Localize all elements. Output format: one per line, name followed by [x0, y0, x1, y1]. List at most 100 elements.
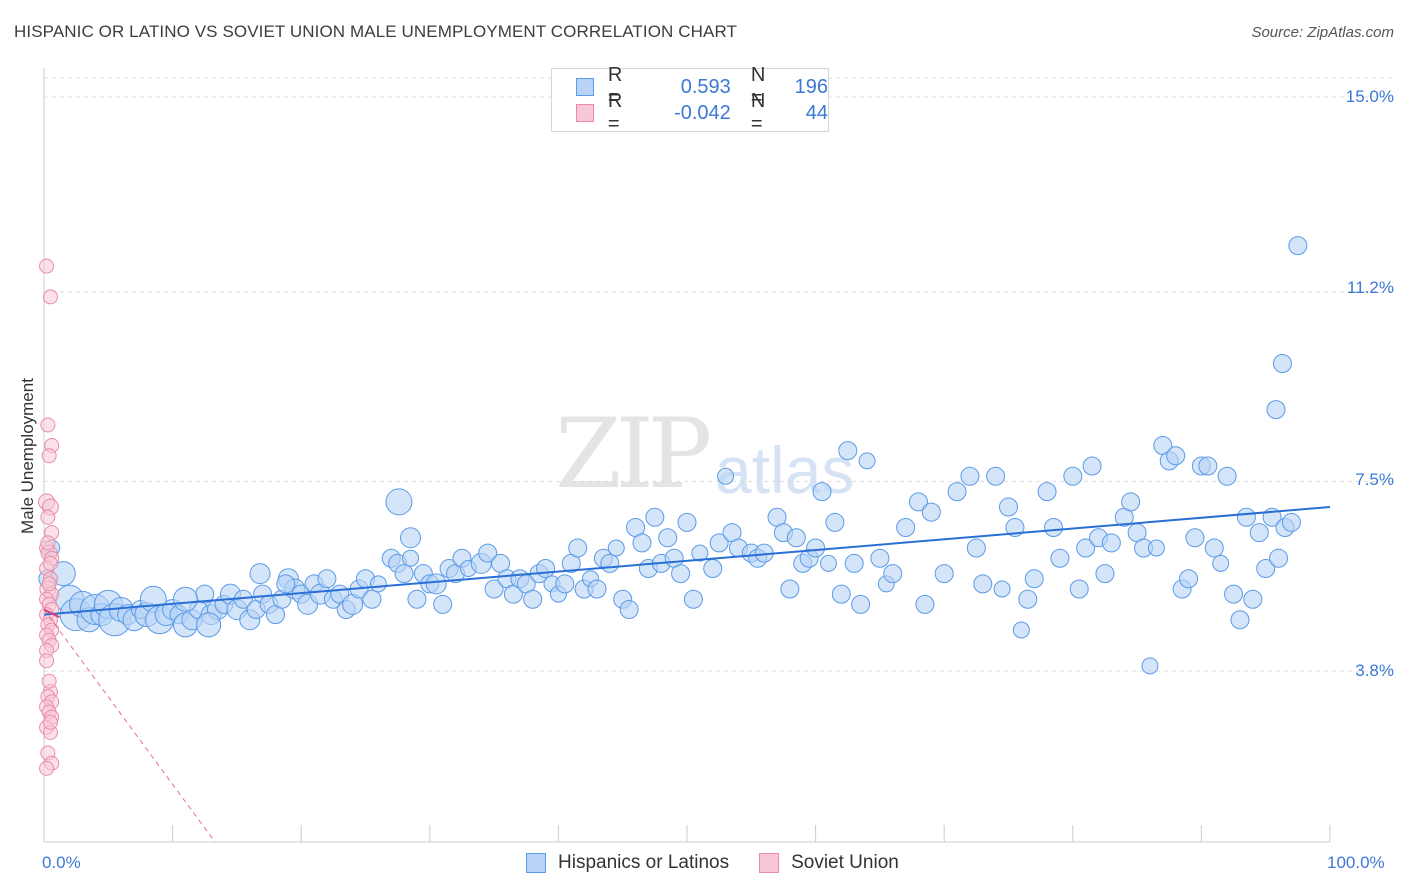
legend-row-hispanic: R = 0.593 N = 196: [576, 64, 828, 109]
y-tick-label: 7.5%: [1355, 470, 1394, 489]
data-point-hispanic: [658, 528, 678, 548]
data-point-hispanic: [838, 441, 858, 461]
data-point-hispanic: [1266, 400, 1286, 420]
data-point-hispanic: [196, 612, 222, 638]
data-point-hispanic: [1256, 559, 1276, 578]
data-point-hispanic: [1269, 548, 1289, 568]
data-point-hispanic: [484, 579, 504, 599]
data-point-soviet: [42, 289, 58, 305]
data-point-hispanic: [921, 502, 941, 522]
data-point-soviet: [41, 673, 57, 689]
data-point-hispanic: [1249, 523, 1269, 543]
trend-line-hispanic: [43, 506, 1331, 616]
data-point-hispanic: [1147, 539, 1165, 557]
legend-n-value: 196: [794, 75, 828, 98]
chart-title: HISPANIC OR LATINO VS SOVIET UNION MALE …: [14, 22, 738, 41]
data-point-hispanic: [400, 527, 422, 549]
data-point-soviet: [39, 258, 55, 274]
data-point-hispanic: [806, 538, 826, 558]
data-point-hispanic: [536, 559, 556, 578]
data-point-hispanic: [1095, 564, 1115, 584]
data-point-hispanic: [369, 575, 387, 593]
data-point-hispanic: [619, 600, 639, 619]
data-point-hispanic: [915, 594, 935, 614]
data-point-hispanic: [1076, 538, 1096, 558]
legend-swatch-pink: [759, 853, 780, 873]
data-point-hispanic: [1204, 538, 1224, 558]
legend-item-hispanic: Hispanics or Latinos: [526, 852, 729, 874]
data-point-hispanic: [1212, 554, 1230, 572]
data-point-hispanic: [908, 492, 928, 512]
data-point-hispanic: [786, 528, 806, 548]
data-point-hispanic: [645, 507, 665, 527]
source-label: Source: ZipAtlas.com: [1251, 24, 1394, 41]
data-point-soviet: [40, 535, 56, 551]
data-point-hispanic: [433, 594, 453, 614]
data-point-hispanic: [1217, 466, 1237, 486]
data-point-hispanic: [1236, 507, 1256, 527]
data-point-soviet: [41, 576, 57, 592]
data-point-hispanic: [683, 589, 703, 609]
data-point-hispanic: [600, 553, 620, 573]
data-point-hispanic: [1141, 657, 1159, 675]
y-tick-label: 15.0%: [1345, 87, 1394, 106]
data-point-hispanic: [691, 544, 709, 562]
legend-swatch-pink: [576, 104, 594, 122]
legend-r-label: R =: [607, 64, 623, 109]
data-point-hispanic: [276, 574, 296, 594]
data-point-soviet: [40, 417, 56, 433]
data-point-hispanic: [568, 538, 588, 558]
legend-swatch-blue: [526, 853, 546, 873]
data-point-hispanic: [671, 564, 691, 584]
data-point-hispanic: [851, 594, 871, 614]
data-point-hispanic: [858, 452, 876, 470]
data-point-hispanic: [993, 580, 1011, 598]
data-point-hispanic: [362, 589, 382, 609]
data-point-hispanic: [394, 564, 414, 584]
data-point-hispanic: [1082, 456, 1102, 476]
legend-n-label: N =: [750, 64, 766, 109]
data-point-hispanic: [1037, 482, 1057, 502]
legend-row-soviet: R = -0.042 N = 44: [576, 90, 828, 135]
y-tick-label: 11.2%: [1347, 278, 1394, 297]
data-point-hispanic: [844, 553, 864, 573]
legend-label: Soviet Union: [791, 852, 899, 873]
data-point-hispanic: [402, 549, 420, 567]
series-legend: Hispanics or Latinos Soviet Union: [526, 852, 929, 874]
data-point-hispanic: [1243, 589, 1263, 609]
data-point-hispanic: [1121, 492, 1141, 512]
data-point-hispanic: [831, 584, 851, 604]
legend-n-value: 44: [805, 101, 828, 124]
data-point-hispanic: [1230, 610, 1250, 630]
data-point-hispanic: [1050, 548, 1070, 568]
data-point-hispanic: [812, 482, 832, 502]
data-point-hispanic: [1288, 236, 1308, 256]
legend-r-value: 0.593: [680, 75, 731, 98]
y-tick-label: 3.8%: [1355, 661, 1394, 680]
data-point-hispanic: [555, 574, 575, 594]
data-point-hispanic: [960, 466, 980, 486]
data-point-hispanic: [819, 554, 837, 572]
legend-label: Hispanics or Latinos: [558, 852, 730, 873]
data-point-hispanic: [407, 589, 427, 609]
data-point-hispanic: [587, 579, 607, 599]
data-point-hispanic: [947, 482, 967, 502]
data-point-hispanic: [607, 539, 625, 557]
data-point-hispanic: [523, 589, 543, 609]
data-point-soviet: [39, 653, 55, 669]
trend-line-soviet: [43, 609, 216, 843]
data-point-hispanic: [999, 497, 1018, 517]
data-point-hispanic: [966, 538, 986, 558]
y-axis-label: Male Unemployment: [18, 378, 37, 534]
data-point-hispanic: [1063, 466, 1083, 486]
data-point-hispanic: [677, 512, 697, 532]
x-tick-label: 0.0%: [42, 853, 81, 872]
data-point-hispanic: [780, 579, 800, 599]
data-point-hispanic: [1281, 512, 1301, 532]
data-point-hispanic: [1185, 528, 1205, 548]
data-point-soviet: [39, 760, 55, 776]
data-point-soviet: [42, 714, 58, 730]
legend-swatch-blue: [576, 78, 594, 96]
data-point-hispanic: [1044, 518, 1064, 537]
